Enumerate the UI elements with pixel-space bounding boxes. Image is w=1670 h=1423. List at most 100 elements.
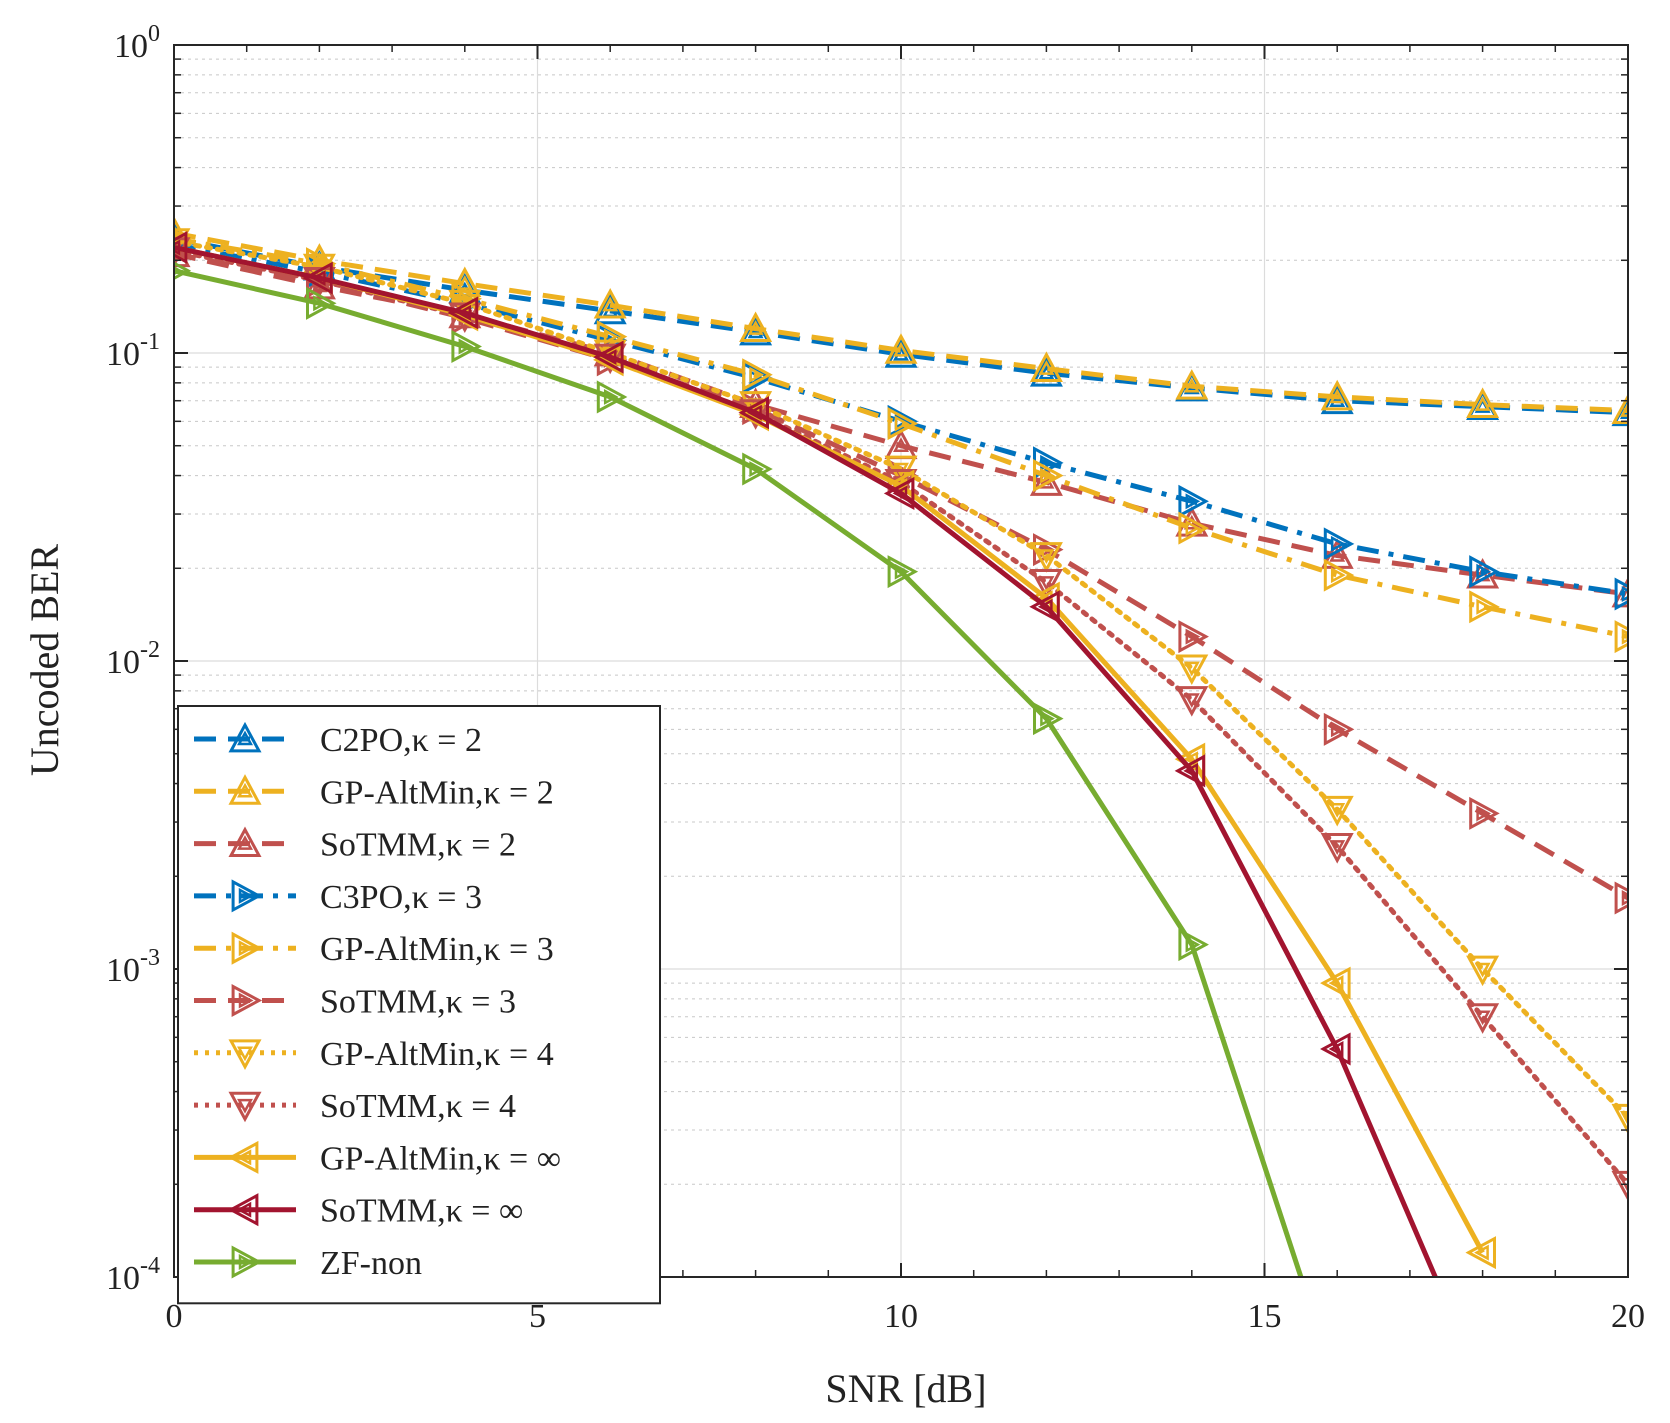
legend-marker [231,879,263,913]
data-point-marker [1320,383,1354,415]
data-point-marker-inner [603,388,619,405]
data-point-marker-inner [894,563,910,580]
data-point-marker [1614,620,1628,654]
y-tick-label: 10-1 [106,329,160,373]
data-point-marker-inner [1621,890,1628,906]
data-point-marker [1465,1236,1496,1270]
data-point-marker [884,337,918,368]
legend: C2PO,κ = 2 GP-AltMin,κ = 2 SoTMM,κ = 2 C3PO… [177,705,661,1305]
data-point-marker-inner [1040,710,1055,727]
y-tick-label: 10-2 [106,637,160,681]
data-point-marker-inner [1183,693,1200,708]
y-axis-title: Uncoded BER [22,544,67,777]
data-point-marker [1178,620,1209,654]
data-point-marker-inner [1185,628,1201,645]
data-point-marker [302,261,333,295]
data-point-marker-inner [1329,840,1346,855]
data-point-marker-inner [892,485,908,502]
series-10 [174,261,1304,1277]
data-point-marker [596,380,628,414]
x-axis-title: SNR [dB] [825,1366,986,1411]
data-point-marker-inner [1183,661,1200,677]
data-point-marker-inner [893,437,909,452]
data-point-marker-inner [1038,360,1055,375]
legend-label: SoTMM,κ = 3 [320,984,516,1021]
legend-marker-inner [237,730,253,746]
data-point-marker [174,215,191,247]
data-point-marker-inner [1183,762,1199,779]
data-point-marker-inner [1474,1244,1489,1261]
data-point-marker [1029,465,1063,496]
data-point-marker-inner [1037,598,1053,615]
x-tick-label: 5 [529,1298,546,1335]
data-point-marker [1466,1003,1500,1034]
x-tick-label: 0 [166,1298,183,1335]
data-point-marker-inner [601,349,617,366]
data-point-marker-inner [893,345,909,361]
data-point-marker [1469,590,1500,624]
data-point-marker [596,320,628,354]
data-point-marker [1320,966,1351,1000]
legend-label: SoTMM,κ = ∞ [320,1193,523,1230]
data-point-marker-inner [1329,547,1346,562]
data-point-marker-inner [1474,396,1491,411]
data-point-marker [174,231,188,265]
legend-label: GP-AltMin,κ = ∞ [320,1140,561,1177]
legend-marker [227,1193,259,1227]
legend-marker-inner [236,1149,252,1166]
data-point-marker [1175,369,1209,400]
data-point-marker [174,261,192,280]
data-point-marker [1178,511,1209,545]
legend-box [177,705,661,1305]
data-point-marker [883,476,915,510]
data-point-marker [1611,1170,1628,1202]
data-point-marker-inner [1476,598,1492,615]
series-line [174,242,1628,597]
data-point-marker [739,311,773,343]
data-point-marker [1320,379,1354,411]
y-tick-label: 10-4 [106,1253,160,1297]
data-point-marker [1469,555,1500,589]
legend-marker-inner [237,1046,253,1062]
data-point-marker-inner [1185,493,1201,510]
data-point-marker [1614,881,1628,915]
data-point-marker-inner [1620,402,1628,417]
data-point-marker [1029,590,1060,624]
legend-marker-inner [238,940,254,957]
legend-marker-inner [237,782,253,798]
data-point-marker [1174,754,1206,788]
data-point-marker [1320,795,1354,827]
data-point-marker [1323,558,1355,592]
data-point-marker-inner [893,341,909,357]
data-point-marker [1611,393,1628,425]
data-point-marker [1033,702,1064,736]
series-line [174,236,1628,416]
data-point-marker-inner [1185,936,1201,953]
data-point-marker-inner [602,296,619,312]
legend-marker [228,1091,262,1123]
legend-label: GP-AltMin,κ = 3 [320,931,554,968]
legend-marker [228,1039,262,1070]
data-point-marker [1320,1032,1351,1066]
data-point-marker-inner [1476,805,1492,822]
series-layer [174,215,1628,1277]
data-point-marker [884,333,918,364]
data-point-marker-inner [456,304,472,321]
y-tick-label: 100 [114,21,160,65]
legend-marker-inner [238,992,254,1009]
data-point-marker-inner [1474,1010,1491,1026]
legend-marker-inner [237,1098,253,1114]
data-point-marker-inner [1328,1040,1344,1057]
data-point-marker-inner [747,404,762,421]
data-point-marker [1029,568,1063,600]
data-point-marker [593,340,624,374]
data-point-marker-inner [603,328,619,345]
data-point-marker [1469,796,1500,830]
data-point-marker-inner [747,320,764,335]
axis-ticks: 0 5 10 15 20 100 10-1 10-2 10-3 10-4 [106,21,1645,1335]
series-line [174,245,1438,1277]
data-point-marker [1175,654,1209,686]
data-point-marker-inner [892,478,908,494]
data-point-marker [174,228,191,259]
